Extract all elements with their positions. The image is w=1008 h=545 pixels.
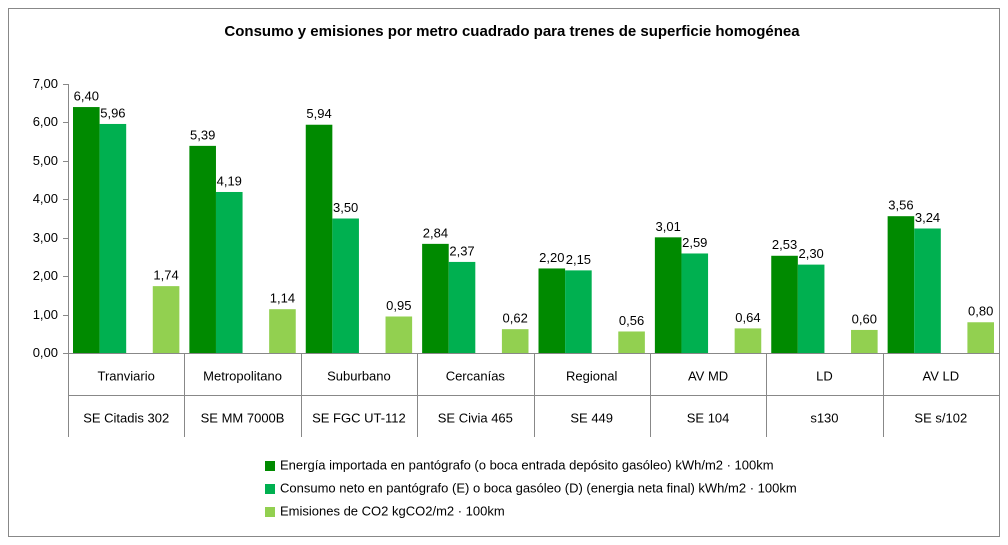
x-subtick-label: SE MM 7000B — [201, 410, 285, 425]
value-label: 4,19 — [217, 173, 242, 188]
chart-border — [8, 8, 1000, 537]
legend-label: Energía importada en pantógrafo (o boca … — [280, 457, 774, 472]
x-subtick-label: SE 104 — [687, 410, 730, 425]
bar — [734, 328, 762, 353]
bar — [422, 243, 449, 353]
y-tick-label: 0,00 — [33, 345, 58, 360]
value-label: 0,60 — [852, 311, 877, 326]
bar — [269, 309, 296, 353]
value-label: 2,59 — [682, 235, 707, 250]
x-subtick-label: SE 449 — [570, 410, 613, 425]
y-tick-label: 7,00 — [33, 76, 58, 91]
value-label: 2,15 — [566, 252, 591, 267]
bar — [99, 123, 127, 353]
x-subtick-label: SE Civia 465 — [438, 410, 513, 425]
value-label: 3,50 — [333, 200, 358, 215]
value-label: 0,62 — [503, 311, 528, 326]
bar — [215, 191, 243, 353]
y-tick-label: 3,00 — [33, 230, 58, 245]
bar — [305, 124, 333, 353]
value-label: 6,40 — [74, 88, 99, 103]
value-label: 0,80 — [968, 304, 993, 319]
value-label: 0,56 — [619, 313, 644, 328]
value-label: 2,37 — [449, 243, 474, 258]
x-tick-label: Tranviario — [98, 368, 155, 383]
value-label: 1,14 — [270, 291, 295, 306]
y-tick-label: 1,00 — [33, 307, 58, 322]
legend-swatch — [265, 461, 275, 471]
bar — [967, 322, 994, 353]
value-label: 2,53 — [772, 237, 797, 252]
bar — [565, 270, 592, 353]
value-label: 2,20 — [539, 250, 564, 265]
legend-label: Consumo neto en pantógrafo (E) o boca ga… — [280, 480, 797, 495]
y-tick-label: 4,00 — [33, 191, 58, 206]
bar — [152, 286, 180, 353]
x-subtick-label: SE FGC UT-112 — [312, 410, 406, 425]
chart-title: Consumo y emisiones por metro cuadrado p… — [224, 23, 800, 40]
bar — [448, 261, 476, 353]
value-label: 2,84 — [423, 225, 448, 240]
value-label: 5,94 — [306, 106, 331, 121]
bar — [73, 107, 100, 353]
x-tick-label: AV MD — [688, 368, 728, 383]
value-label: 3,24 — [915, 210, 940, 225]
x-tick-label: Suburbano — [327, 368, 391, 383]
x-tick-label: AV LD — [923, 368, 960, 383]
value-label: 3,01 — [656, 219, 681, 234]
legend-label: Emisiones de CO2 kgCO2/m2 · 100km — [280, 503, 505, 518]
bar — [887, 216, 915, 353]
bar — [681, 253, 709, 353]
value-label: 0,64 — [735, 310, 760, 325]
legend-swatch — [265, 484, 275, 494]
x-tick-label: Cercanías — [446, 368, 506, 383]
value-label: 5,96 — [100, 105, 125, 120]
value-label: 1,74 — [153, 268, 178, 283]
x-subtick-label: SE s/102 — [914, 410, 967, 425]
value-label: 5,39 — [190, 127, 215, 142]
bar — [189, 145, 216, 353]
y-tick-label: 2,00 — [33, 268, 58, 283]
bar — [332, 218, 359, 353]
x-tick-label: LD — [816, 368, 833, 383]
bar — [618, 331, 645, 353]
bar — [385, 316, 413, 353]
bar — [501, 329, 529, 353]
y-tick-label: 5,00 — [33, 153, 58, 168]
x-tick-label: Regional — [566, 368, 617, 383]
bar — [771, 255, 798, 353]
bar — [654, 237, 682, 353]
bar — [797, 264, 825, 353]
bar — [538, 268, 566, 353]
x-subtick-label: s130 — [810, 410, 838, 425]
value-label: 2,30 — [798, 246, 823, 261]
bar — [914, 228, 941, 353]
y-tick-label: 6,00 — [33, 114, 58, 129]
value-label: 3,56 — [888, 198, 913, 213]
value-label: 0,95 — [386, 298, 411, 313]
x-subtick-label: SE Citadis 302 — [83, 410, 169, 425]
x-tick-label: Metropolitano — [203, 368, 282, 383]
bar — [851, 329, 878, 353]
legend-swatch — [265, 507, 275, 517]
